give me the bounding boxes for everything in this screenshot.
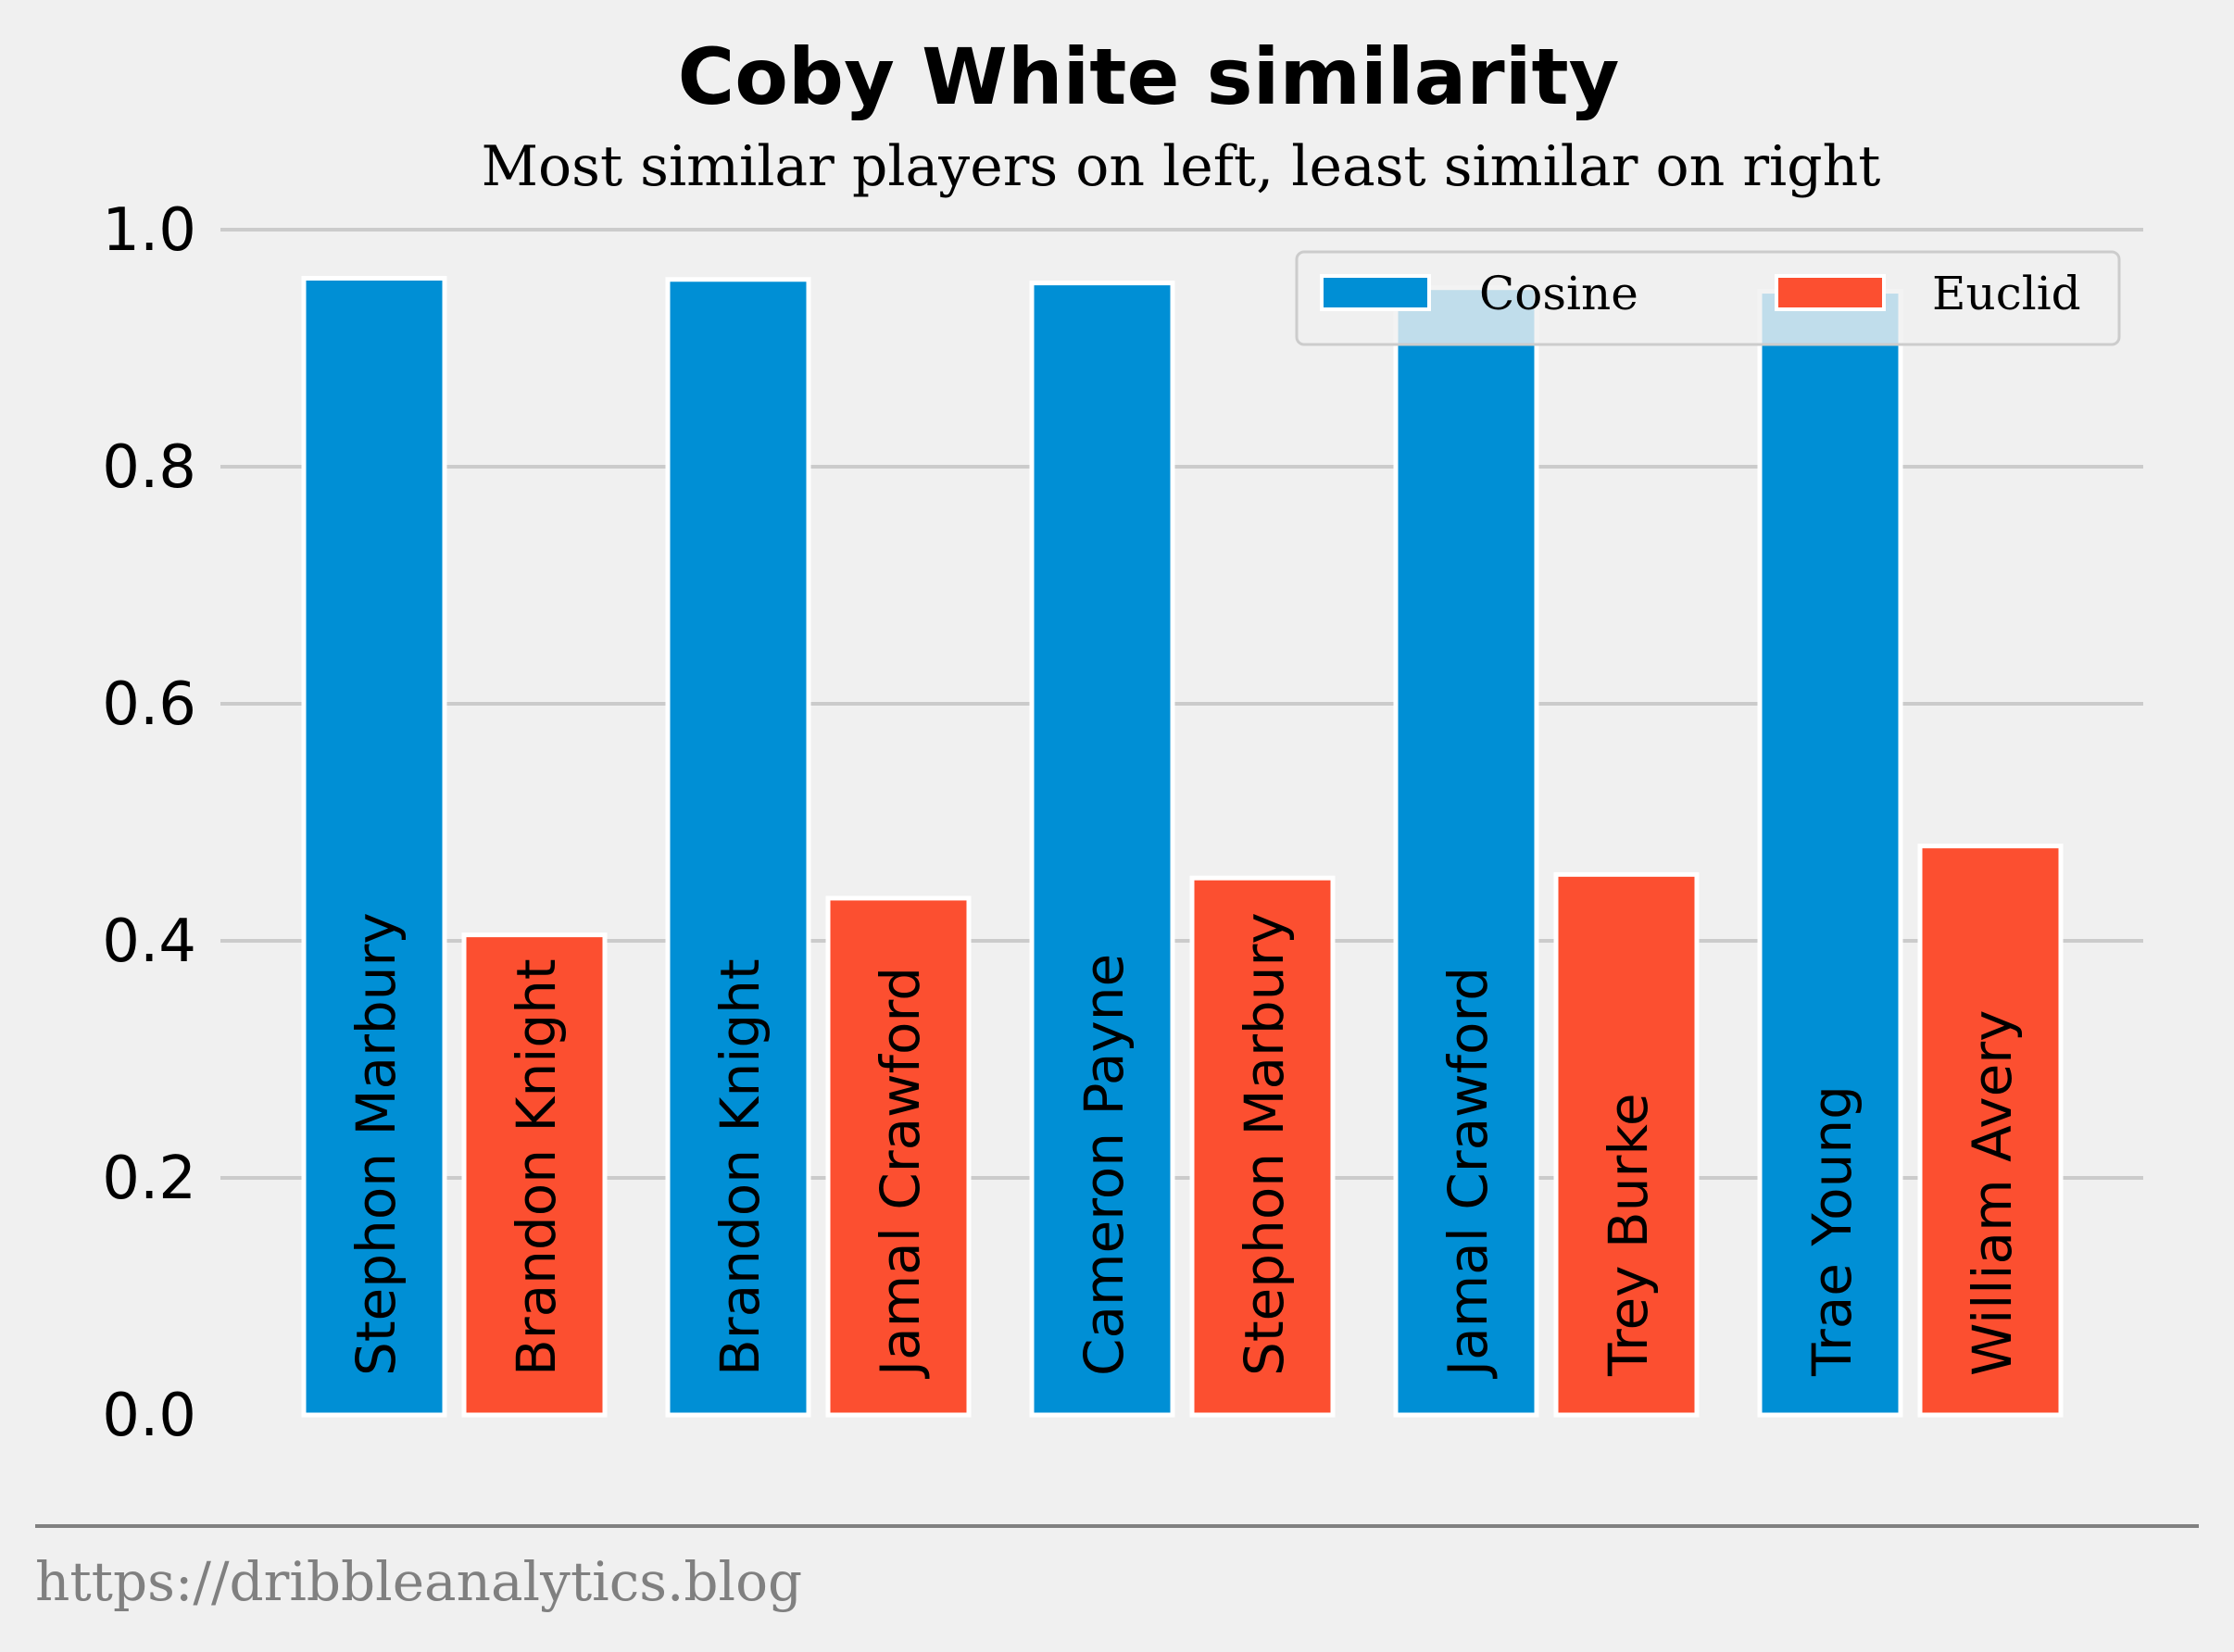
legend-label-euclid: Euclid [1932, 267, 2081, 320]
bar-cosine-3 [1029, 281, 1175, 1418]
bar-label-euclid-3: Stephon Marbury [1233, 912, 1296, 1376]
bar-euclid-2 [825, 895, 972, 1418]
bar-label-cosine-2: Brandon Knight [709, 958, 772, 1376]
bar-label-cosine-4: Jamal Crawford [1437, 967, 1500, 1379]
bar-cosine-1 [301, 275, 447, 1418]
y-tick-label: 0.6 [102, 670, 196, 739]
y-tick-label: 0.8 [102, 433, 196, 502]
bar-euclid-1 [461, 932, 608, 1418]
bar-label-cosine-1: Stephon Marbury [345, 912, 408, 1376]
y-tick-label: 0.4 [102, 907, 196, 976]
footer-url: https://dribbleanalytics.blog [35, 1550, 802, 1613]
bar-euclid-4 [1553, 871, 1700, 1418]
bars [301, 275, 2064, 1418]
y-tick-label: 1.0 [102, 196, 196, 265]
chart-subtitle: Most similar players on left, least simi… [482, 134, 1881, 199]
y-tick-label: 0.0 [102, 1382, 196, 1450]
legend-swatch-euclid [1775, 274, 1886, 311]
bar-label-euclid-4: Trey Burke [1597, 1093, 1660, 1377]
bar-label-euclid-1: Brandon Knight [505, 958, 568, 1376]
bar-label-cosine-5: Trae Young [1801, 1085, 1864, 1377]
bar-cosine-2 [665, 277, 811, 1418]
bar-label-euclid-2: Jamal Crawford [869, 967, 932, 1379]
y-axis-ticks: 0.0 0.2 0.4 0.6 0.8 1.0 [102, 196, 196, 1450]
bar-label-euclid-5: William Avery [1961, 1010, 2024, 1376]
legend: Cosine Euclid [1295, 250, 2121, 346]
bar-euclid-5 [1917, 844, 2064, 1418]
bar-label-cosine-3: Cameron Payne [1073, 954, 1136, 1376]
bar-euclid-3 [1189, 875, 1336, 1418]
bar-cosine-4 [1393, 285, 1539, 1418]
bar-cosine-5 [1757, 289, 1903, 1418]
legend-swatch-cosine [1320, 274, 1431, 311]
legend-frame [1295, 250, 2121, 346]
legend-label-cosine: Cosine [1479, 267, 1638, 320]
y-tick-label: 0.2 [102, 1145, 196, 1213]
bar-labels: Stephon Marbury Brandon Knight Brandon Kni… [345, 912, 2024, 1379]
chart-title: Coby White similarity [678, 31, 1620, 122]
